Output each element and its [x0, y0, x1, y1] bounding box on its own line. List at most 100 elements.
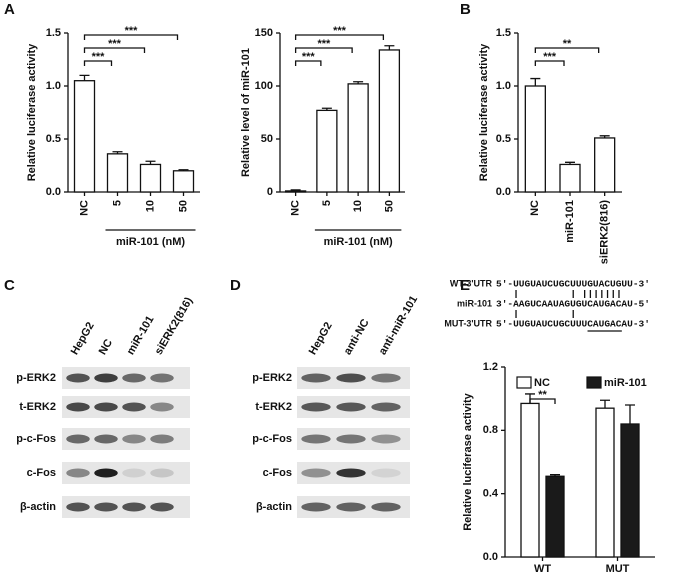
- row-label: c-Fos: [263, 467, 292, 479]
- x-tick-label: 5: [321, 200, 333, 206]
- significance-label: **: [563, 38, 572, 50]
- significance-bracket: [294, 34, 385, 40]
- lane-label: HepG2: [307, 320, 335, 357]
- lane-label: anti-NC: [342, 317, 372, 357]
- blot-band: [94, 373, 118, 383]
- significance-bracket: [529, 398, 556, 404]
- bar: [559, 163, 581, 193]
- bar: [520, 402, 540, 558]
- row-label: p-c-Fos: [252, 433, 292, 445]
- blot-band: [122, 468, 146, 478]
- error-bar: [600, 399, 610, 409]
- significance-label: ***: [92, 51, 106, 63]
- row-label: t-ERK2: [19, 401, 56, 413]
- significance-bracket: [294, 60, 322, 66]
- x-tick-label: NC: [78, 200, 90, 216]
- row-label: c-Fos: [27, 467, 56, 479]
- y-tick-label: 0.0: [496, 186, 511, 198]
- y-tick-label: 0.5: [46, 133, 61, 145]
- error-bar: [112, 151, 123, 154]
- sequence-label: miR-101: [457, 298, 492, 308]
- bar: [172, 170, 195, 193]
- panel-letter: A: [4, 1, 15, 18]
- y-tick-label: 1.0: [46, 80, 61, 92]
- significance-bracket: [534, 47, 600, 53]
- blot-band: [66, 402, 90, 412]
- y-tick-label: 0.8: [483, 424, 498, 436]
- blot-band: [66, 434, 90, 444]
- error-bar: [599, 135, 610, 138]
- x-tick-label: 50: [177, 200, 189, 212]
- blot-band: [371, 468, 401, 478]
- blot-band: [122, 373, 146, 383]
- row-label: p-c-Fos: [16, 433, 56, 445]
- y-tick-label: 150: [255, 27, 273, 39]
- panel-letter: B: [460, 1, 471, 18]
- legend-swatch: [586, 376, 602, 389]
- row-label: β-actin: [20, 501, 56, 513]
- y-tick-label: 0.4: [483, 488, 499, 500]
- bar: [347, 83, 369, 193]
- blot-band: [371, 434, 401, 444]
- x-tick-label: 10: [144, 200, 156, 212]
- significance-bracket: [83, 47, 146, 53]
- legend-label: NC: [534, 377, 550, 389]
- error-bar: [530, 77, 541, 86]
- blot-band: [150, 402, 174, 412]
- error-bar: [145, 160, 156, 165]
- sequence-label: MUT-3'UTR: [444, 318, 492, 328]
- y-tick-label: 1.5: [496, 27, 511, 39]
- blot-band: [94, 468, 118, 478]
- blot-band: [301, 434, 331, 444]
- x-axis-label: miR-101 (nM): [324, 236, 393, 248]
- blot-band: [301, 402, 331, 412]
- bar: [594, 137, 616, 193]
- blot-band: [122, 502, 146, 512]
- bar: [545, 475, 565, 558]
- blot-band: [122, 402, 146, 412]
- bar: [378, 49, 401, 193]
- panel-letter: E: [460, 277, 470, 294]
- blot-band: [371, 373, 401, 383]
- y-axis-label: Relative luciferase activity: [462, 392, 474, 530]
- panel-letter: D: [230, 277, 241, 294]
- bar: [139, 163, 162, 193]
- lane-label: siERK2(816): [153, 295, 196, 357]
- sequence-label: WT-3'UTR: [450, 278, 493, 288]
- y-tick-label: 1.5: [46, 27, 61, 39]
- x-tick-label: 5: [111, 200, 123, 206]
- error-bar: [353, 81, 364, 84]
- significance-bracket: [83, 34, 179, 40]
- blot-band: [301, 373, 331, 383]
- significance-label: ***: [317, 38, 331, 50]
- bar: [524, 85, 546, 193]
- blot-band: [336, 402, 366, 412]
- error-bar: [79, 74, 90, 81]
- y-tick-label: 0.0: [46, 186, 61, 198]
- blot-band: [122, 434, 146, 444]
- sequence: 5'-UUGUAUCUGCUUUCAUGACAU-3': [496, 319, 650, 330]
- significance-label: ***: [543, 51, 557, 63]
- blot-strip: [62, 462, 190, 484]
- x-tick-label: 50: [383, 200, 395, 212]
- lane-label: miR-101: [125, 314, 157, 357]
- panel-letter: C: [4, 277, 15, 294]
- lane-label: NC: [97, 337, 115, 357]
- blot-band: [336, 502, 366, 512]
- blot-band: [66, 373, 90, 383]
- significance-bracket: [83, 60, 113, 66]
- row-label: β-actin: [256, 501, 292, 513]
- error-bar: [321, 107, 332, 111]
- sequence: 5'-UUGUAUCUGCUUUGUACUGUU-3': [496, 279, 650, 290]
- x-tick-label: 10: [352, 200, 364, 212]
- significance-bracket: [294, 47, 353, 53]
- significance-label: **: [538, 389, 547, 401]
- x-tick-label: WT: [534, 563, 551, 575]
- blot-band: [371, 402, 401, 412]
- significance-label: ***: [302, 51, 316, 63]
- blot-band: [301, 502, 331, 512]
- blot-band: [336, 373, 366, 383]
- x-axis-label: miR-101 (nM): [116, 236, 185, 248]
- blot-band: [301, 468, 331, 478]
